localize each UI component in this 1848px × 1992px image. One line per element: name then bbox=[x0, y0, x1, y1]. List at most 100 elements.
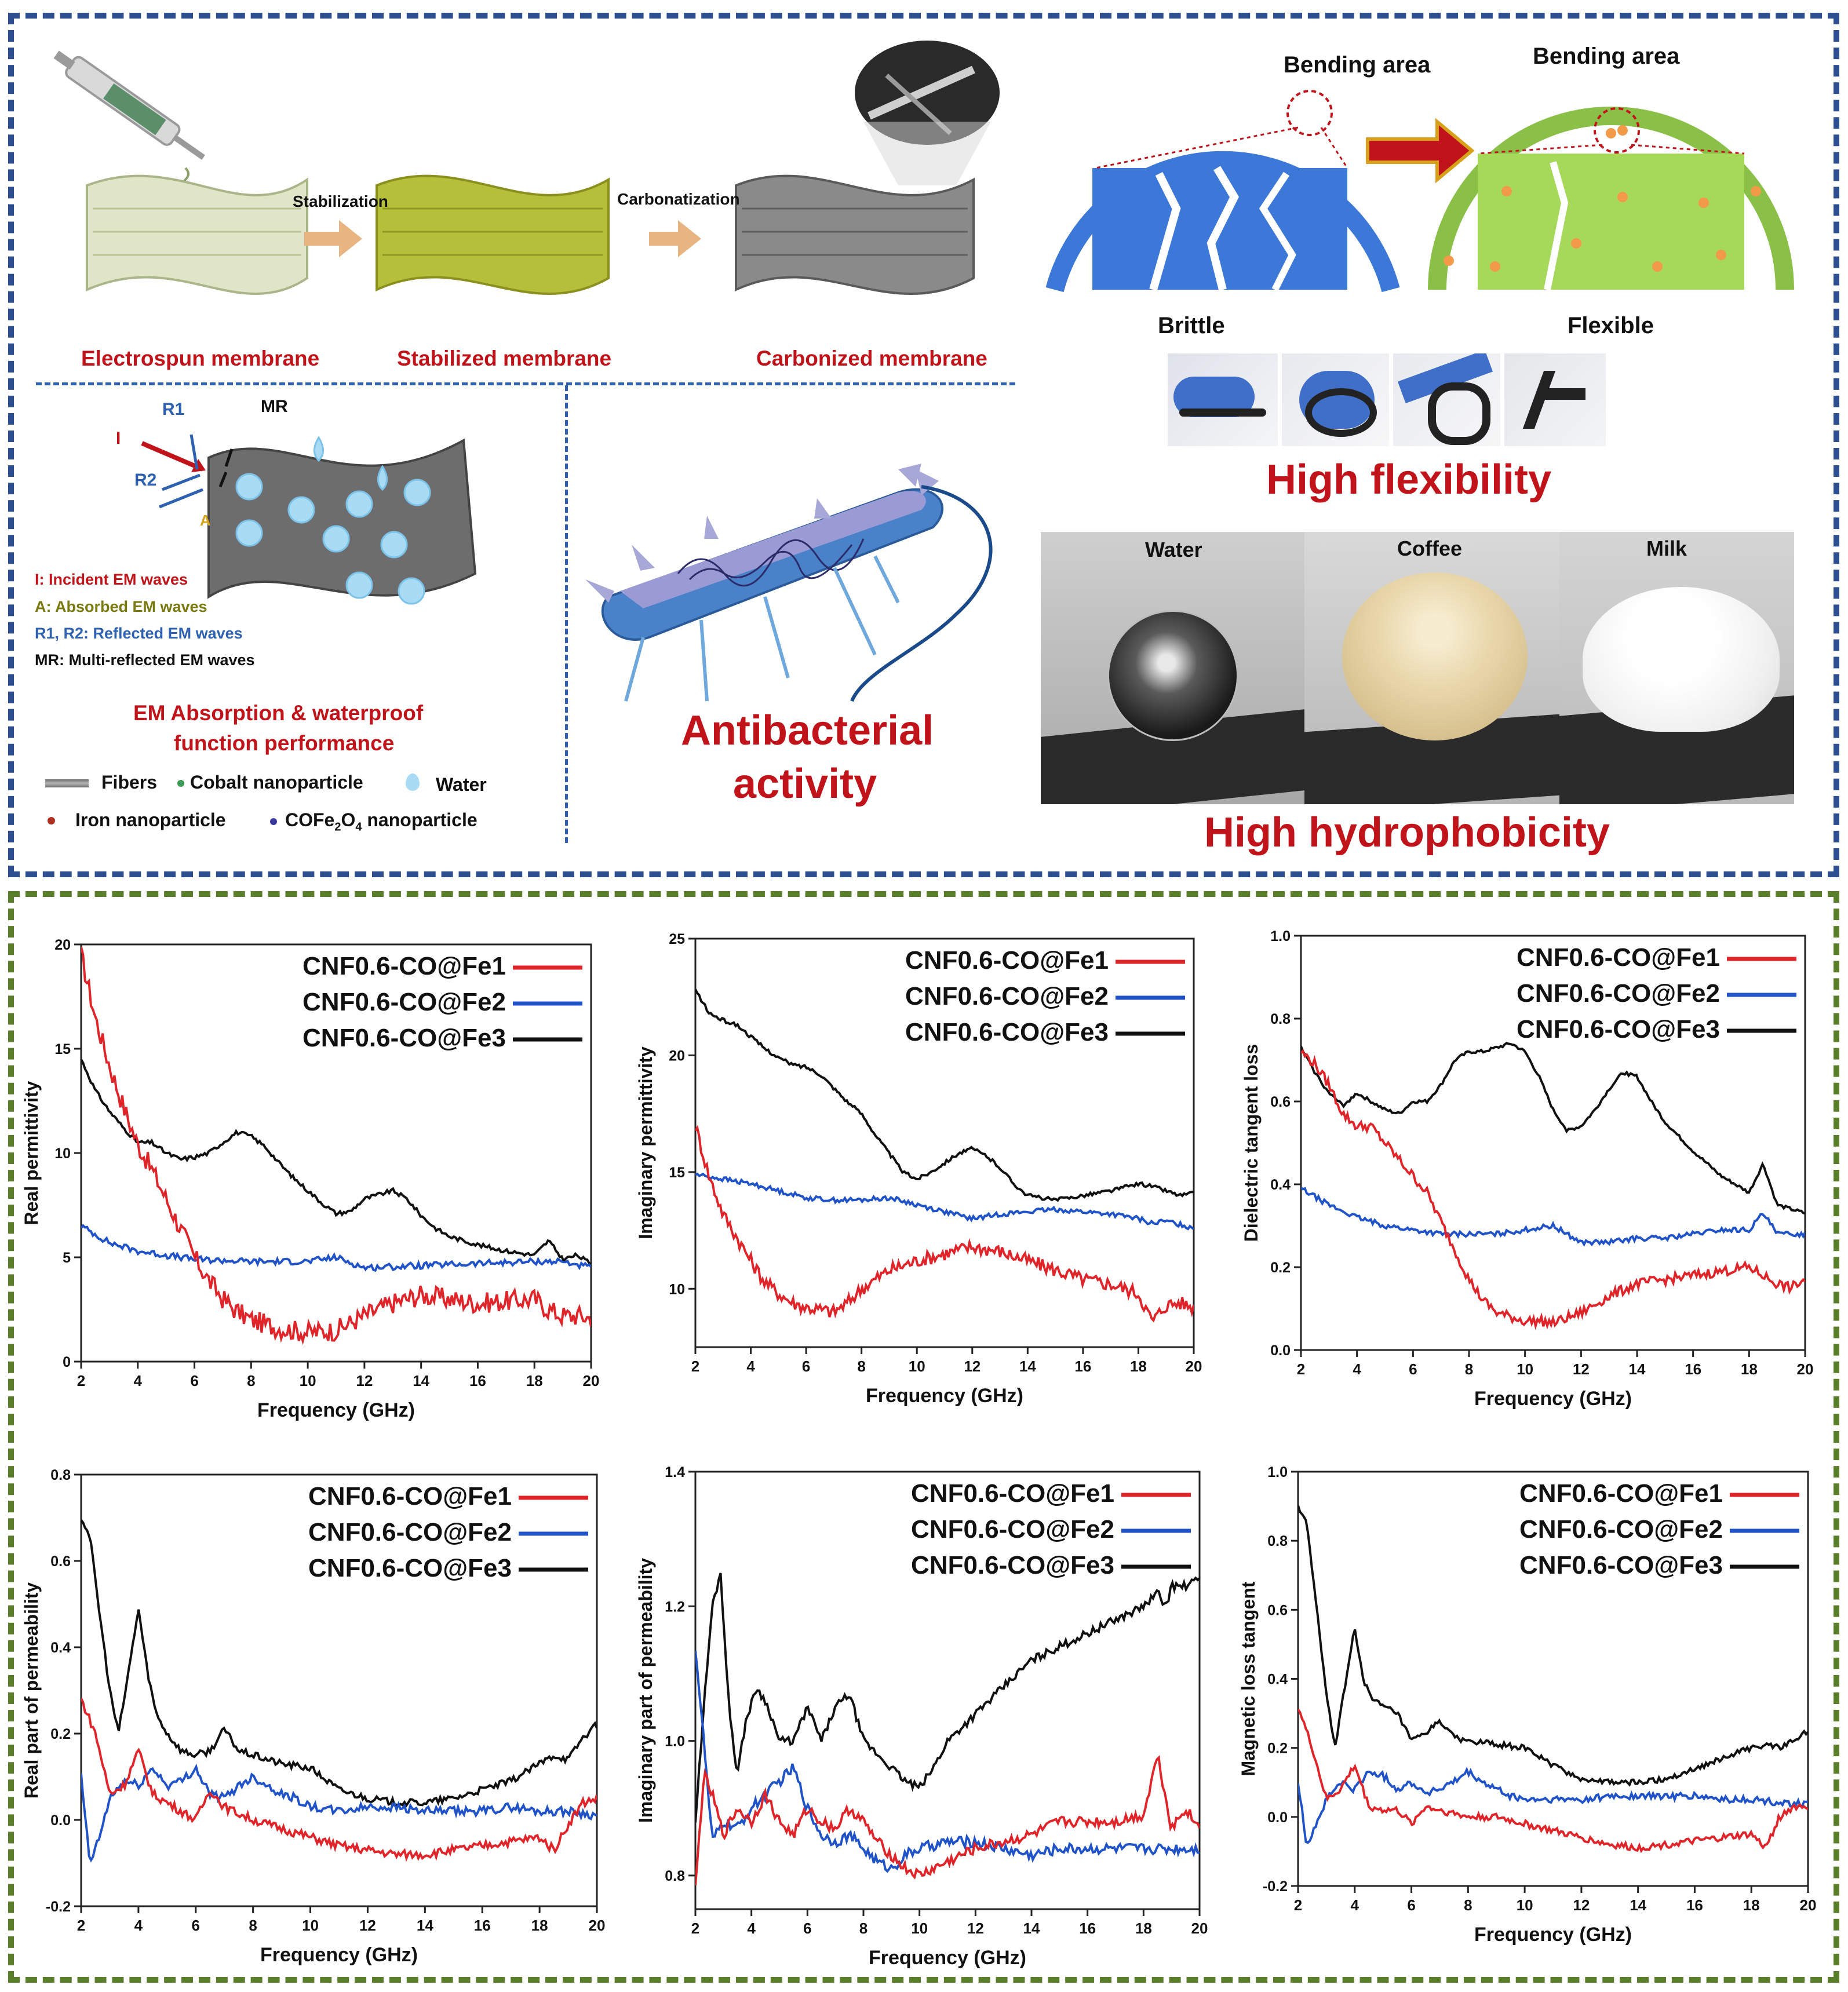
x-tick-label: 4 bbox=[1353, 1360, 1361, 1378]
legend-label-3: CNF0.6-CO@Fe3 bbox=[905, 1018, 1109, 1046]
bottom-panel-frame bbox=[8, 891, 1839, 1983]
y-tick-label: 5 bbox=[63, 1250, 71, 1266]
key-cofe: COFe2O4 nanoparticle bbox=[285, 809, 478, 834]
legend-label-1: CNF0.6-CO@Fe1 bbox=[1519, 1479, 1723, 1508]
legend-label-3: CNF0.6-CO@Fe3 bbox=[911, 1551, 1114, 1579]
series-line-1 bbox=[81, 1698, 597, 1862]
chart-imaginary-permittivity: 2 4 6 8 10 12 14 16 18 20 10 15 20 25 Frequency (GHz) I… bbox=[635, 931, 1202, 1407]
y-tick-label: 0.6 bbox=[1270, 1094, 1291, 1110]
y-axis-label: Imaginary permittivity bbox=[635, 1046, 656, 1239]
x-tick-label: 4 bbox=[1351, 1896, 1359, 1914]
antibacterial-section: Antibacterial activity bbox=[574, 429, 1026, 846]
y-tick-label: 1.0 bbox=[1270, 928, 1291, 944]
x-tick-label: 4 bbox=[747, 1920, 756, 1937]
x-tick-label: 6 bbox=[802, 1358, 810, 1375]
series-line-3 bbox=[81, 1519, 597, 1808]
plot-area bbox=[1297, 1471, 1809, 1887]
series-line-2 bbox=[1298, 1766, 1808, 1844]
antibacterial-line2: activity bbox=[733, 761, 877, 807]
legend-label-3: CNF0.6-CO@Fe3 bbox=[1519, 1551, 1723, 1579]
key-cofe-sub2: 4 bbox=[355, 820, 362, 834]
x-tick-label: 12 bbox=[356, 1372, 373, 1389]
water-droplet-icon bbox=[1107, 610, 1238, 741]
y-tick-label: 20 bbox=[54, 937, 71, 953]
em-label-r2: R2 bbox=[134, 470, 157, 490]
x-tick-label: 14 bbox=[1019, 1358, 1036, 1375]
x-tick-label: 12 bbox=[967, 1920, 984, 1937]
y-tick-label: 1.0 bbox=[1267, 1464, 1288, 1480]
x-tick-label: 12 bbox=[964, 1358, 981, 1375]
series-line-2 bbox=[81, 1763, 597, 1863]
brittle-arc bbox=[1045, 151, 1400, 293]
legend-label-2: CNF0.6-CO@Fe2 bbox=[1517, 979, 1720, 1008]
key-cofe-mid: O bbox=[341, 809, 356, 830]
series-line-2 bbox=[81, 1224, 591, 1272]
membrane-label-carbonized: Carbonized membrane bbox=[756, 346, 987, 370]
key-water: Water bbox=[436, 774, 487, 795]
x-tick-label: 20 bbox=[1800, 1896, 1817, 1914]
legend-label-2: CNF0.6-CO@Fe2 bbox=[911, 1515, 1114, 1544]
y-tick-label: 0.6 bbox=[50, 1553, 71, 1570]
incident-arrow bbox=[141, 441, 204, 472]
plot-area bbox=[80, 1473, 598, 1907]
y-tick-label: 0.4 bbox=[50, 1640, 71, 1656]
x-tick-label: 16 bbox=[469, 1372, 486, 1389]
key-water-icon bbox=[406, 774, 420, 791]
flex-photo-4 bbox=[1504, 353, 1606, 446]
y-tick-label: 0.4 bbox=[1270, 1177, 1291, 1193]
x-axis-label: Frequency (GHz) bbox=[1474, 1924, 1632, 1946]
y-tick-label: 20 bbox=[669, 1048, 685, 1064]
x-tick-label: 6 bbox=[803, 1920, 811, 1937]
x-tick-label: 10 bbox=[300, 1372, 316, 1389]
x-tick-label: 14 bbox=[1023, 1920, 1040, 1937]
chart-magnetic-loss-tangent: 2 4 6 8 10 12 14 16 18 20 -0.2 0.0 0.2 0.4 0.6 0.8 1.0 Fr… bbox=[1238, 1464, 1817, 1946]
x-tick-label: 14 bbox=[413, 1372, 429, 1389]
x-tick-label: 4 bbox=[134, 1372, 143, 1389]
flexibility-headline: High flexibility bbox=[1266, 457, 1552, 503]
y-tick-label: 0 bbox=[63, 1354, 71, 1370]
legend-label-3: CNF0.6-CO@Fe3 bbox=[302, 1024, 506, 1052]
arrow-icon bbox=[304, 220, 362, 257]
y-tick-label: 15 bbox=[669, 1165, 685, 1181]
y-tick-label: 0.2 bbox=[1267, 1741, 1288, 1757]
legend-label-1: CNF0.6-CO@Fe1 bbox=[911, 1479, 1114, 1508]
legend-label-1: CNF0.6-CO@Fe1 bbox=[1517, 943, 1720, 972]
x-tick-label: 6 bbox=[190, 1372, 198, 1389]
x-tick-label: 20 bbox=[1186, 1358, 1202, 1375]
key-fibers-icon bbox=[45, 779, 89, 787]
water-droplets bbox=[235, 436, 431, 605]
x-tick-label: 16 bbox=[1074, 1358, 1091, 1375]
bending-area-label-right: Bending area bbox=[1533, 43, 1680, 69]
x-tick-label: 18 bbox=[1741, 1360, 1758, 1378]
y-tick-label: 0.8 bbox=[1270, 1011, 1291, 1027]
x-tick-label: 18 bbox=[526, 1372, 543, 1389]
y-tick-label: 0.0 bbox=[1270, 1342, 1291, 1359]
process-step-stabilization: Stabilization bbox=[293, 192, 388, 210]
divider-vertical bbox=[565, 385, 568, 843]
legend-label-1: CNF0.6-CO@Fe1 bbox=[308, 1482, 512, 1511]
carbonized-membrane-shape bbox=[735, 174, 975, 295]
x-tick-label: 4 bbox=[134, 1917, 143, 1934]
hydrophobicity-section: Water Coffee Milk High hydrophobicity bbox=[1041, 532, 1794, 868]
key-cofe-prefix: COFe bbox=[285, 809, 335, 830]
y-tick-label: 1.0 bbox=[665, 1734, 685, 1750]
y-tick-label: 25 bbox=[669, 931, 685, 947]
series-line-1 bbox=[81, 946, 591, 1345]
x-tick-label: 14 bbox=[1629, 1360, 1646, 1378]
legend-label-2: CNF0.6-CO@Fe2 bbox=[308, 1518, 512, 1546]
y-tick-label: 0.8 bbox=[665, 1868, 685, 1884]
drop-photo-coffee: Coffee bbox=[1304, 532, 1559, 804]
em-label-mr: MR bbox=[261, 397, 288, 416]
syringe-icon bbox=[53, 50, 205, 160]
y-tick-label: 0.2 bbox=[1270, 1260, 1291, 1276]
drop-label-milk: Milk bbox=[1646, 537, 1687, 560]
x-tick-label: 8 bbox=[249, 1917, 257, 1934]
series-line-2 bbox=[695, 1650, 1200, 1873]
plot-area bbox=[694, 937, 1195, 1348]
flexible-label: Flexible bbox=[1568, 313, 1654, 338]
series-line-1 bbox=[695, 1755, 1200, 1886]
chart-real-permittivity: 2 4 6 8 10 12 14 16 18 20 0 5 10 15 20 Frequency (GHz) R… bbox=[21, 937, 599, 1421]
x-tick-label: 14 bbox=[417, 1917, 433, 1934]
plot-area bbox=[694, 1471, 1201, 1910]
hydrophobicity-headline: High hydrophobicity bbox=[1204, 809, 1610, 856]
